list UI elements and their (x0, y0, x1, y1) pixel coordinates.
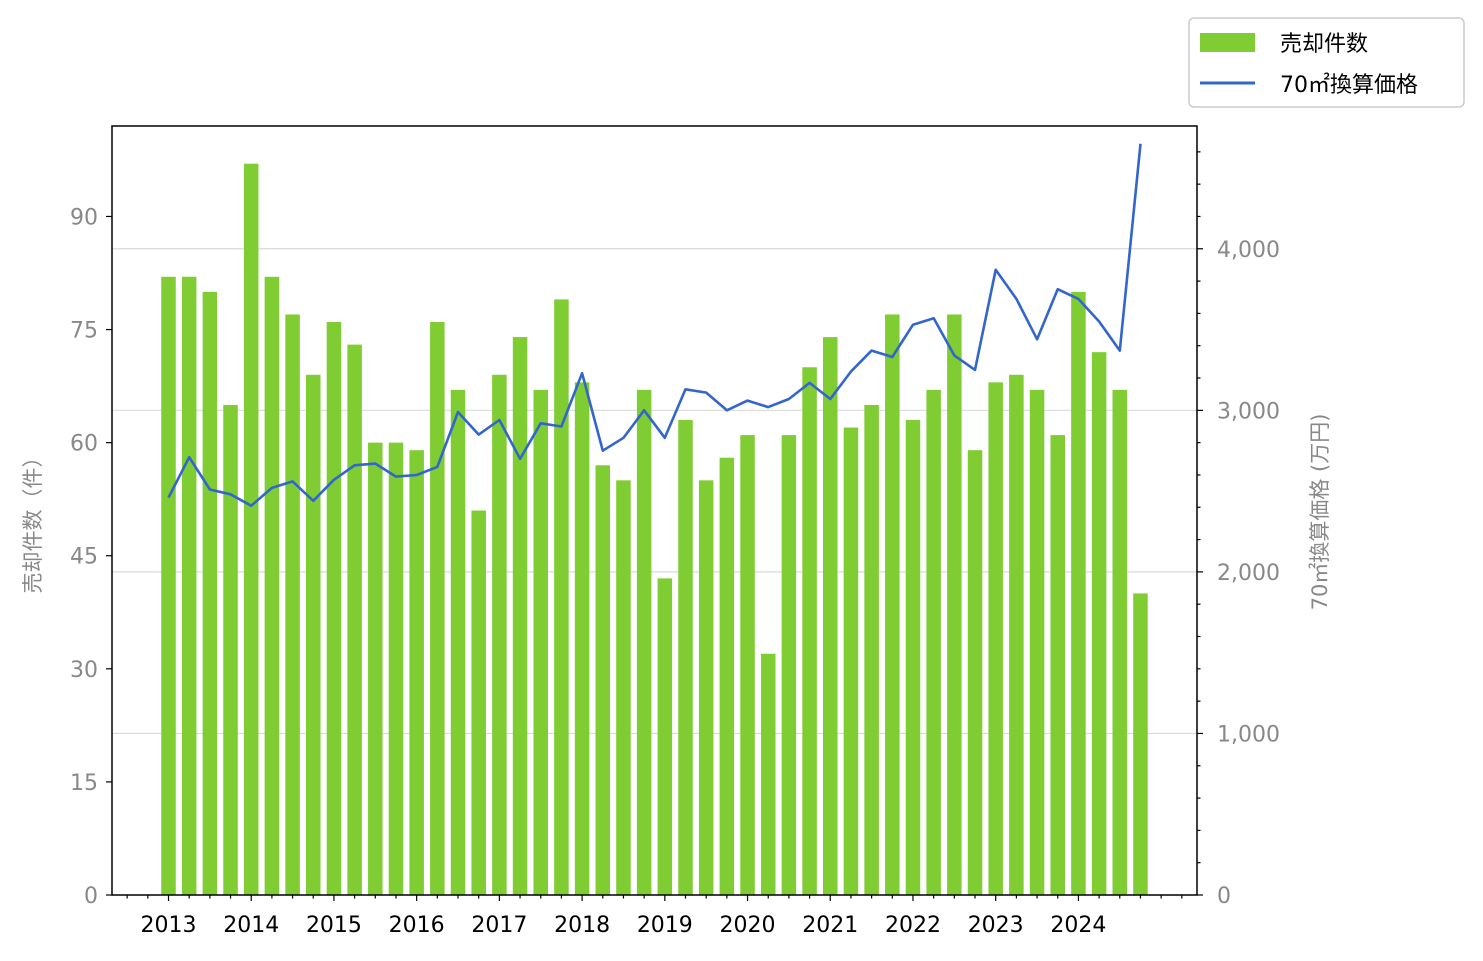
bar (492, 374, 507, 895)
x-tick-label: 2023 (968, 913, 1024, 938)
plot-frame (111, 125, 1198, 896)
x-tick-label: 2021 (802, 913, 858, 938)
bar (905, 420, 921, 895)
bar (636, 389, 652, 895)
bar (306, 374, 321, 895)
left-tick-label: 45 (70, 545, 98, 570)
bar (347, 344, 362, 895)
bar (698, 480, 714, 895)
bar (285, 314, 300, 896)
bar (243, 163, 259, 896)
bar (595, 465, 611, 895)
left-tick-label: 90 (70, 205, 98, 230)
left-tick-label: 15 (70, 771, 98, 796)
legend-line-label: 70㎡換算価格 (1280, 72, 1418, 98)
x-tick-label: 2017 (471, 913, 527, 938)
bar (802, 367, 817, 896)
bar (181, 276, 197, 895)
bar (264, 276, 280, 895)
x-tick-label: 2018 (554, 913, 610, 938)
bar (657, 578, 673, 895)
bar (574, 382, 590, 895)
right-tick-label: 0 (1217, 884, 1231, 909)
bar (512, 337, 528, 896)
bar (368, 442, 383, 895)
bar (1050, 435, 1065, 895)
left-axis-label: 売却件数（件） (21, 447, 45, 594)
x-tick-label: 2014 (223, 913, 279, 938)
bar-series (161, 163, 1148, 896)
bar (1091, 352, 1107, 895)
x-tick-label: 2015 (306, 913, 362, 938)
bar (967, 450, 983, 895)
bar (843, 427, 859, 895)
bar (719, 457, 735, 895)
bar (471, 510, 486, 895)
legend-bar-swatch (1200, 33, 1255, 52)
bar (678, 420, 693, 895)
bar (1009, 374, 1024, 895)
bar (926, 389, 941, 895)
bar (988, 382, 1003, 895)
bar (864, 404, 879, 895)
bar (1029, 389, 1045, 895)
x-tick-label: 2019 (637, 913, 693, 938)
left-tick-label: 0 (84, 884, 98, 909)
x-tick-label: 2016 (389, 913, 445, 938)
right-tick-label: 4,000 (1217, 238, 1280, 263)
bar (161, 276, 176, 895)
right-axis: 0 1,000 2,000 3,000 4,000 (1197, 151, 1280, 909)
right-axis-label: 70㎡換算価格 (万円) (1308, 414, 1332, 611)
left-tick-label: 30 (70, 658, 98, 683)
bar (947, 314, 962, 896)
bar (554, 299, 569, 895)
x-axis: 2013 2014 2015 2016 2017 2018 2019 2020 2021 2022… (126, 895, 1183, 938)
bar (885, 314, 900, 896)
line-series (167, 143, 1142, 508)
bar (388, 442, 404, 895)
legend-bar-label: 売却件数 (1280, 32, 1368, 57)
x-tick-label: 2022 (885, 913, 941, 938)
legend-frame (1188, 17, 1465, 108)
x-tick-label: 2013 (141, 913, 197, 938)
left-tick-label: 75 (70, 319, 98, 344)
right-tick-label: 1,000 (1217, 722, 1280, 747)
bar (450, 389, 466, 895)
bar (740, 435, 755, 895)
bar (430, 322, 445, 895)
bar (202, 291, 218, 895)
bar (326, 322, 342, 895)
price-line (167, 143, 1142, 508)
bar (1112, 389, 1128, 895)
bar (781, 435, 797, 895)
right-tick-label: 2,000 (1217, 561, 1280, 586)
bar (823, 337, 838, 896)
bar (760, 653, 776, 895)
bar (1133, 593, 1148, 895)
bar (616, 480, 631, 895)
bar (533, 389, 548, 895)
bar (223, 404, 238, 895)
x-tick-label: 2020 (720, 913, 776, 938)
right-tick-label: 3,000 (1217, 399, 1280, 424)
x-tick-label: 2024 (1050, 913, 1106, 938)
bar (409, 450, 424, 895)
bar (1071, 291, 1086, 895)
left-tick-label: 60 (70, 432, 98, 457)
left-axis: 0 15 30 45 60 75 90 (70, 205, 112, 909)
legend: 売却件数 70㎡換算価格 (1188, 17, 1465, 108)
